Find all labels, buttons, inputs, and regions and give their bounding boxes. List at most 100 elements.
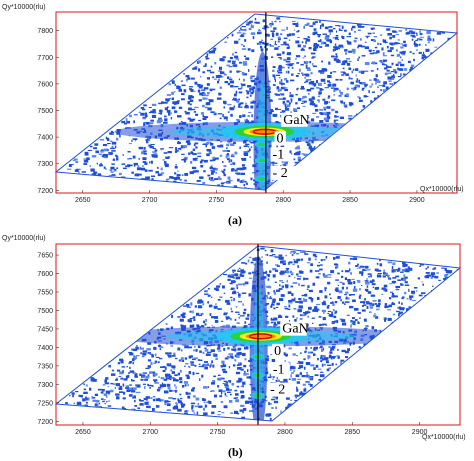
scatter-speck [331, 362, 334, 366]
scatter-speck [389, 283, 393, 285]
scatter-speck [244, 28, 247, 32]
scatter-speck [406, 298, 409, 300]
scatter-speck [353, 30, 356, 33]
scatter-speck [297, 145, 300, 149]
scatter-speck [106, 143, 111, 145]
scatter-speck [204, 106, 209, 109]
x-tick-label: 2850 [344, 429, 360, 436]
scatter-speck [184, 179, 187, 182]
scatter-speck [441, 32, 446, 34]
scatter-speck [321, 68, 327, 72]
scatter-speck [370, 70, 374, 72]
scatter-speck [116, 396, 120, 400]
scatter-speck [233, 93, 237, 97]
scatter-speck [149, 353, 153, 355]
scatter-speck [320, 345, 323, 349]
scatter-speck [376, 262, 379, 265]
scatter-speck [247, 150, 250, 153]
scatter-speck [240, 385, 244, 387]
scatter-speck [312, 65, 317, 68]
scatter-speck [417, 277, 421, 280]
scatter-speck [323, 300, 326, 303]
scatter-speck [272, 298, 276, 301]
scatter-speck [278, 57, 282, 59]
scatter-speck [350, 77, 353, 80]
panel-b-plot-frame [55, 243, 461, 426]
scatter-speck [335, 265, 339, 269]
scatter-speck [298, 270, 303, 273]
scatter-speck [190, 96, 194, 99]
scatter-speck [189, 324, 194, 328]
scatter-speck [432, 38, 435, 42]
scatter-speck [309, 376, 314, 378]
scatter-speck [367, 291, 372, 294]
scatter-speck [189, 171, 194, 175]
scatter-speck [304, 313, 307, 316]
scatter-speck [387, 72, 392, 75]
scatter-speck [222, 370, 228, 374]
scatter-speck [341, 319, 346, 322]
scatter-speck [306, 89, 312, 92]
scatter-speck [190, 160, 193, 164]
scatter-speck [390, 47, 394, 50]
scatter-speck [194, 170, 199, 173]
scatter-speck [143, 397, 146, 400]
scatter-speck [331, 311, 333, 315]
scatter-speck [250, 86, 253, 89]
scatter-speck [205, 56, 208, 58]
scatter-speck [227, 391, 231, 393]
scatter-speck [132, 358, 135, 362]
scatter-speck [162, 365, 166, 368]
scatter-speck [125, 118, 128, 122]
scatter-speck [142, 150, 147, 153]
panel-a-plot-frame [55, 11, 458, 194]
scatter-speck [290, 79, 295, 82]
scatter-speck [283, 87, 288, 89]
scatter-speck [351, 70, 353, 74]
scatter-speck [302, 105, 306, 107]
scatter-speck [338, 44, 343, 48]
scatter-speck [345, 52, 347, 55]
scatter-speck [299, 300, 303, 304]
scatter-speck [236, 32, 242, 34]
scatter-speck [204, 349, 209, 352]
scatter-speck [391, 266, 394, 270]
scatter-speck [354, 37, 358, 39]
scatter-speck [252, 100, 255, 103]
scatter-speck [418, 38, 423, 41]
scatter-speck [400, 63, 405, 67]
scatter-speck [148, 107, 152, 108]
scatter-speck [231, 62, 236, 65]
scatter-speck [250, 91, 254, 95]
scatter-speck [339, 91, 343, 95]
scatter-speck [248, 148, 251, 152]
scatter-speck [269, 295, 272, 298]
scatter-speck [273, 317, 278, 321]
scatter-speck [236, 118, 240, 121]
scatter-speck [207, 301, 209, 304]
scatter-speck [320, 371, 323, 373]
scatter-speck [264, 250, 267, 252]
scatter-speck [271, 407, 274, 409]
scatter-speck [301, 375, 306, 378]
scatter-speck [292, 315, 295, 318]
scatter-speck [260, 48, 264, 52]
scatter-speck [305, 79, 311, 81]
scatter-speck [235, 371, 241, 375]
scatter-speck [245, 90, 248, 92]
scatter-speck [196, 180, 201, 182]
scatter-speck [189, 355, 193, 358]
scatter-speck [313, 45, 319, 49]
scatter-speck [333, 119, 336, 123]
scatter-speck [433, 267, 437, 270]
scatter-speck [284, 78, 288, 81]
scatter-speck [359, 271, 364, 274]
scatter-speck [324, 357, 329, 360]
scatter-speck [316, 303, 321, 306]
scatter-speck [111, 150, 116, 152]
scatter-speck [308, 306, 312, 310]
scatter-speck [331, 99, 336, 102]
scatter-speck [365, 301, 370, 303]
scatter-speck [79, 404, 84, 407]
scatter-speck [186, 392, 191, 395]
